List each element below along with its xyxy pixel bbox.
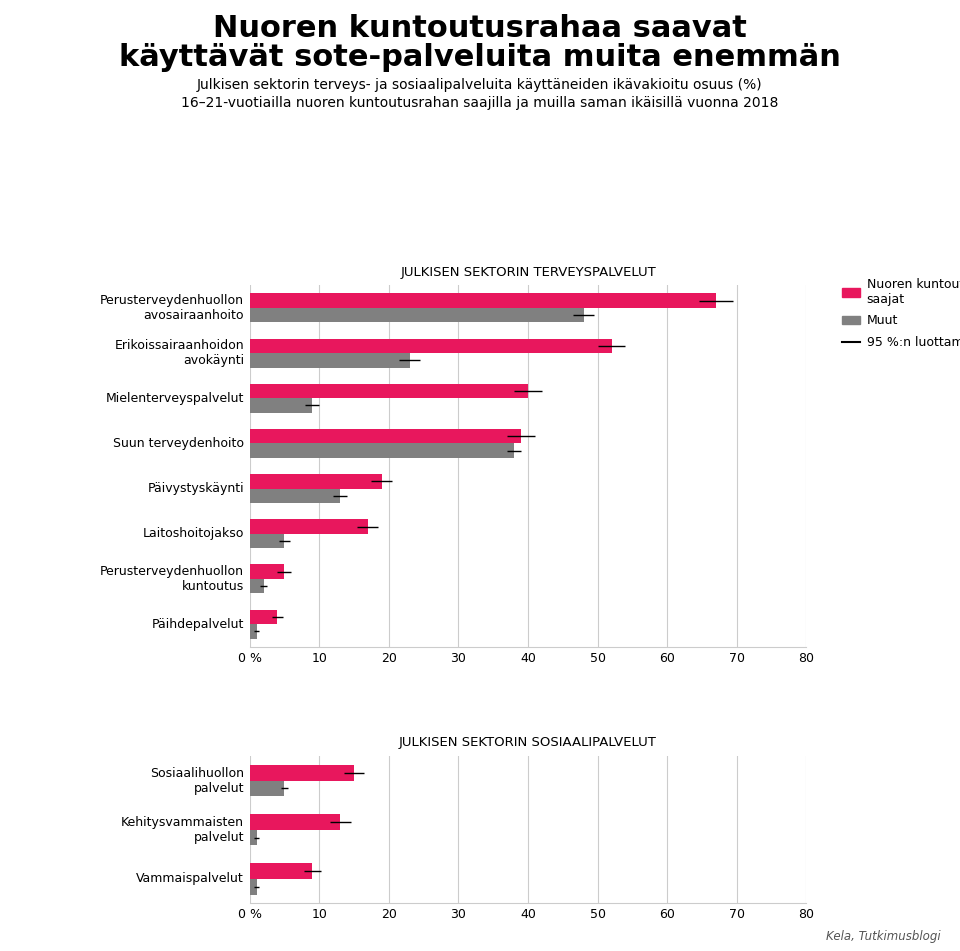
Bar <box>250 384 528 398</box>
Title: JULKISEN SEKTORIN TERVEYSPALVELUT: JULKISEN SEKTORIN TERVEYSPALVELUT <box>400 265 656 279</box>
Text: Nuoren kuntoutusrahaa saavat: Nuoren kuntoutusrahaa saavat <box>213 14 747 43</box>
Bar <box>250 765 354 781</box>
Bar <box>250 519 368 534</box>
Legend: Nuoren kuntoutusrahan
saajat, Muut, 95 %:n luottamusväli: Nuoren kuntoutusrahan saajat, Muut, 95 %… <box>837 273 960 354</box>
Bar <box>250 579 263 593</box>
Bar <box>250 308 584 322</box>
Bar <box>250 429 521 443</box>
Bar <box>250 475 382 489</box>
Bar <box>250 624 256 638</box>
Text: Julkisen sektorin terveys- ja sosiaalipalveluita käyttäneiden ikävakioitu osuus : Julkisen sektorin terveys- ja sosiaalipa… <box>197 78 763 92</box>
Title: JULKISEN SEKTORIN SOSIAALIPALVELUT: JULKISEN SEKTORIN SOSIAALIPALVELUT <box>399 736 657 749</box>
Bar <box>250 534 284 548</box>
Text: 16–21-vuotiailla nuoren kuntoutusrahan saajilla ja muilla saman ikäisillä vuonna: 16–21-vuotiailla nuoren kuntoutusrahan s… <box>181 96 779 110</box>
Bar <box>250 829 256 845</box>
Bar <box>250 565 284 579</box>
Bar <box>250 814 340 829</box>
Bar <box>250 339 612 353</box>
Bar <box>250 398 312 413</box>
Bar <box>250 864 312 879</box>
Bar <box>250 443 515 457</box>
Text: Kela, Tutkimusblogi: Kela, Tutkimusblogi <box>827 930 941 943</box>
Bar <box>250 610 277 624</box>
Bar <box>250 353 410 367</box>
Text: käyttävät sote-palveluita muita enemmän: käyttävät sote-palveluita muita enemmän <box>119 43 841 71</box>
Bar <box>250 294 716 308</box>
Bar <box>250 781 284 796</box>
Bar <box>250 489 340 503</box>
Bar <box>250 879 256 895</box>
